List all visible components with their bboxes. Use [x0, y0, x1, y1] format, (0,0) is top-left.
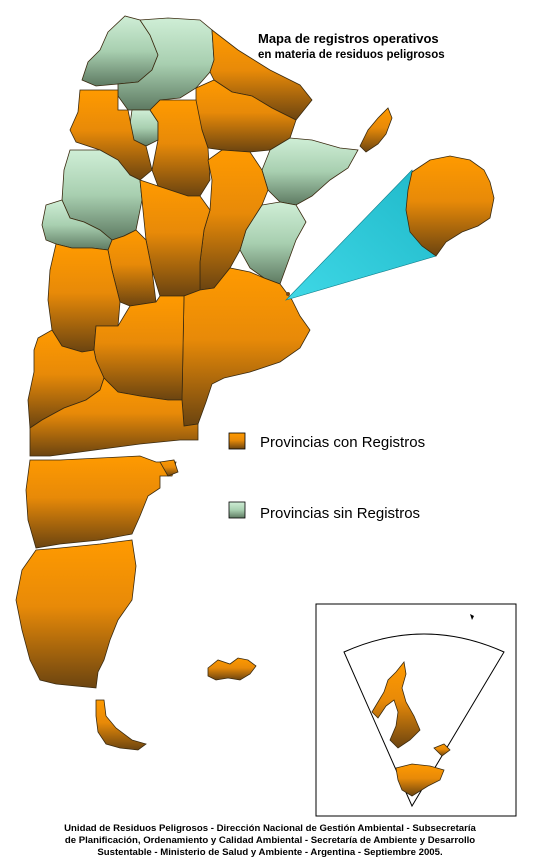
- province-rio-negro[interactable]: [29, 377, 199, 457]
- ciudad-buenos-aires-marker[interactable]: [286, 292, 290, 296]
- footer-line-1: Unidad de Residuos Peligrosos - Direcció…: [64, 823, 476, 834]
- footer-credits: Unidad de Residuos Peligrosos - Direcció…: [0, 823, 540, 859]
- map-title: Mapa de registros operativos: [258, 31, 439, 46]
- province-chubut[interactable]: [25, 455, 177, 549]
- province-santa-cruz[interactable]: [15, 539, 137, 689]
- ciudad-buenos-aires-detail[interactable]: [405, 155, 495, 257]
- antarctica-coast-island[interactable]: [433, 743, 451, 757]
- antarctica-inset: [315, 603, 517, 817]
- antarctica-mainland[interactable]: [395, 763, 445, 797]
- antarctica-sector-outline: [343, 633, 505, 808]
- islas-malvinas[interactable]: [207, 657, 257, 681]
- legend-with-registry-swatch: [228, 432, 246, 450]
- legend-without-registry-swatch: [228, 501, 246, 519]
- footer-line-3: Sustentable - Ministerio de Salud y Ambi…: [97, 847, 443, 858]
- legend-with-registry-label: Provincias con Registros: [260, 434, 425, 451]
- footer-line-2: de Planificación, Ordenamiento y Calidad…: [64, 835, 476, 846]
- province-buenos-aires[interactable]: [181, 267, 311, 427]
- antarctic-peninsula[interactable]: [371, 661, 421, 749]
- map-subtitle: en materia de residuos peligrosos: [258, 49, 445, 61]
- province-misiones[interactable]: [359, 107, 393, 153]
- peninsula-valdes: [159, 459, 179, 477]
- province-tierra-del-fuego[interactable]: [95, 699, 147, 751]
- province-corrientes[interactable]: [261, 137, 359, 206]
- legend-without-registry-label: Provincias sin Registros: [260, 505, 420, 522]
- south-georgia-islet: [470, 614, 474, 620]
